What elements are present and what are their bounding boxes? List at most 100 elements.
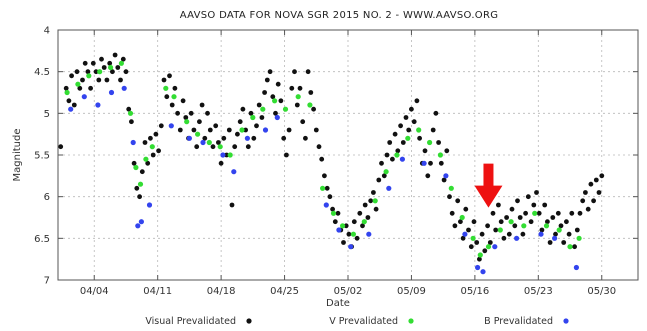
data-point bbox=[509, 206, 515, 212]
data-point bbox=[515, 198, 520, 204]
data-point bbox=[311, 106, 316, 112]
data-point bbox=[409, 106, 414, 112]
data-point bbox=[239, 127, 245, 133]
y-axis-label: Magnitude bbox=[12, 129, 23, 182]
data-point bbox=[171, 94, 177, 100]
data-point bbox=[149, 144, 155, 150]
data-point bbox=[514, 235, 520, 241]
x-tick-label: 05/23 bbox=[524, 286, 553, 297]
data-point bbox=[341, 240, 346, 245]
legend-label: V Prevalidated bbox=[329, 316, 398, 327]
data-point bbox=[567, 244, 573, 250]
data-point bbox=[137, 194, 143, 200]
data-point bbox=[416, 127, 422, 133]
data-point bbox=[591, 198, 596, 204]
data-point bbox=[153, 131, 159, 137]
data-point bbox=[278, 98, 284, 104]
data-point bbox=[545, 219, 550, 225]
data-point bbox=[523, 210, 528, 216]
data-point bbox=[470, 235, 476, 241]
data-point bbox=[135, 223, 141, 229]
x-tick-label: 04/18 bbox=[207, 286, 236, 297]
data-point bbox=[436, 140, 441, 145]
data-point bbox=[596, 190, 602, 195]
data-point bbox=[264, 77, 270, 83]
data-point bbox=[480, 269, 486, 275]
x-axis-label: Date bbox=[326, 298, 350, 309]
data-point bbox=[360, 223, 365, 229]
data-point bbox=[525, 194, 531, 200]
data-point bbox=[260, 106, 266, 112]
data-point bbox=[305, 69, 311, 75]
data-point bbox=[237, 119, 243, 125]
data-point bbox=[348, 244, 354, 250]
data-point bbox=[63, 85, 69, 91]
data-point bbox=[107, 60, 113, 66]
data-point bbox=[550, 215, 556, 220]
data-point bbox=[425, 173, 431, 179]
data-point bbox=[405, 135, 411, 141]
series-b-prevalidated bbox=[68, 85, 580, 275]
data-point bbox=[205, 110, 210, 116]
data-point bbox=[422, 148, 428, 154]
data-point bbox=[508, 219, 514, 225]
data-point bbox=[129, 119, 134, 125]
data-point bbox=[229, 202, 235, 208]
data-point bbox=[371, 190, 376, 195]
series-v-prevalidated bbox=[64, 60, 582, 258]
data-point bbox=[272, 98, 278, 104]
data-point bbox=[531, 202, 537, 208]
data-point bbox=[123, 69, 129, 75]
data-point bbox=[543, 223, 550, 229]
x-tick-label: 05/09 bbox=[397, 286, 426, 297]
data-point bbox=[588, 181, 594, 187]
data-point bbox=[336, 227, 342, 233]
y-tick-label: 6.5 bbox=[34, 234, 50, 245]
data-point bbox=[82, 60, 88, 66]
y-tick-label: 4.5 bbox=[34, 67, 50, 78]
x-tick-label: 05/30 bbox=[587, 286, 616, 297]
data-point bbox=[458, 219, 463, 225]
data-point bbox=[104, 77, 110, 83]
data-points bbox=[58, 52, 605, 275]
data-point bbox=[289, 85, 295, 91]
data-point bbox=[146, 202, 153, 208]
data-point bbox=[77, 85, 83, 91]
data-point bbox=[262, 90, 267, 95]
data-point bbox=[390, 156, 395, 162]
data-point bbox=[194, 144, 200, 150]
data-point bbox=[235, 131, 240, 137]
data-point bbox=[93, 69, 99, 75]
data-point bbox=[532, 210, 538, 216]
data-point bbox=[324, 185, 330, 191]
legend-label: Visual Prevalidated bbox=[145, 316, 236, 327]
x-tick-label: 04/04 bbox=[80, 286, 109, 297]
data-point bbox=[433, 110, 439, 116]
data-point bbox=[210, 144, 216, 150]
data-point bbox=[191, 127, 197, 133]
data-point bbox=[583, 190, 588, 195]
data-point bbox=[490, 210, 496, 216]
data-point bbox=[506, 231, 512, 237]
data-point bbox=[108, 64, 114, 71]
data-point bbox=[406, 127, 412, 133]
data-point bbox=[497, 227, 503, 233]
data-point bbox=[576, 235, 582, 241]
data-point bbox=[284, 152, 289, 158]
data-point bbox=[75, 81, 81, 87]
data-point bbox=[443, 173, 449, 179]
data-point bbox=[392, 131, 398, 137]
data-point bbox=[350, 231, 356, 237]
data-point bbox=[536, 210, 542, 216]
data-point bbox=[142, 140, 148, 145]
data-point bbox=[139, 169, 145, 175]
data-point bbox=[573, 264, 580, 271]
data-point bbox=[164, 94, 170, 100]
data-point bbox=[471, 219, 477, 225]
data-point bbox=[206, 139, 212, 146]
data-point bbox=[148, 135, 153, 141]
data-point bbox=[552, 235, 558, 241]
y-tick-label: 6 bbox=[44, 192, 50, 203]
data-point bbox=[383, 169, 389, 175]
data-point bbox=[216, 140, 221, 145]
